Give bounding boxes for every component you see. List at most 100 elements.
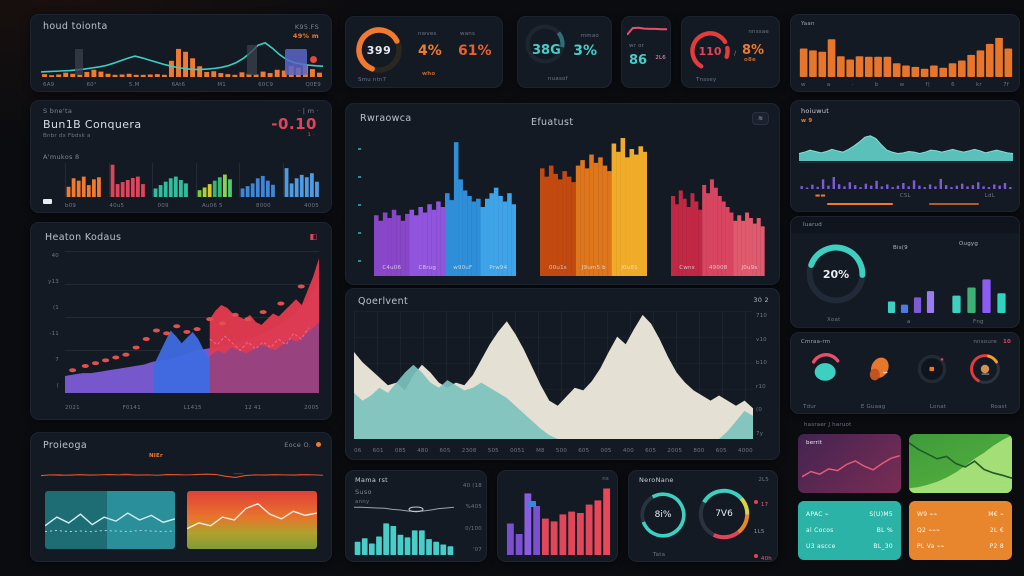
bar — [239, 72, 245, 77]
bar — [63, 72, 69, 77]
skyline-bar — [718, 195, 723, 276]
bar — [848, 182, 852, 189]
red-arc-gauge — [970, 354, 1000, 384]
bar — [799, 48, 808, 77]
bar — [309, 173, 314, 197]
skyline-bar — [722, 201, 727, 276]
tab-item[interactable]: CSL — [899, 193, 911, 199]
bar — [955, 185, 959, 189]
skyline-bar — [598, 157, 603, 276]
ring-gauge-1: 8i% — [637, 489, 689, 541]
dot — [52, 474, 64, 475]
bar — [533, 506, 541, 555]
list-item-label: -11 — [49, 331, 59, 337]
summary-row: APAC ⌁ S(U)M5 — [806, 511, 893, 518]
panel-menu[interactable]: · | m · — [298, 107, 319, 115]
panel-subtitle: Efuatust — [531, 117, 574, 128]
bar — [178, 180, 183, 197]
pink-arc — [810, 353, 842, 385]
bar — [376, 536, 382, 555]
panel-proieoga: Proieoga Eoce O. NIEr — [30, 432, 332, 562]
gauge-label: Smu ntn7 — [358, 77, 387, 83]
skyline-bar — [445, 193, 450, 276]
tab-item[interactable]: LdL — [984, 193, 995, 199]
gauge: 110 — [688, 29, 732, 73]
list-item-label: 49008 — [708, 265, 728, 271]
mini-blocks — [45, 491, 317, 549]
red-arc — [970, 354, 1000, 384]
skyline-bar — [589, 154, 594, 276]
skyline-groups: C4u06 C8rug w90uF Prw94 00u1s J9um5 b J0u81 C… — [374, 138, 765, 276]
skyline-bar — [710, 179, 715, 276]
list-item-label: J9um5 b — [581, 265, 606, 271]
area — [799, 135, 1013, 161]
ring-segment — [698, 488, 750, 540]
bar — [907, 186, 910, 189]
bar — [818, 51, 827, 77]
dot — [173, 324, 181, 329]
panel-title: Proieoga — [43, 440, 88, 451]
card-label: berrit — [806, 440, 823, 446]
dot — [91, 361, 100, 366]
bar — [880, 186, 884, 189]
card-grid: berrit m APAC ⌁ S(U)M5 al Cocos BL % U3 as… — [798, 434, 1012, 560]
bar — [976, 50, 985, 77]
spark-line — [627, 25, 667, 39]
bar — [115, 184, 120, 197]
tab-indicator — [827, 203, 893, 205]
dot — [193, 327, 201, 332]
skyline-bar — [679, 190, 684, 276]
row-label: al Cocos — [806, 526, 834, 534]
bar — [995, 37, 1003, 77]
area — [354, 364, 753, 439]
gauge: 399 — [354, 25, 404, 75]
panel-title: NeroNane — [639, 476, 674, 484]
skyline-chart — [374, 142, 517, 276]
skyline-bar — [378, 220, 384, 276]
list-item-label: 4005 — [304, 203, 319, 209]
list-item-label: C8rug — [418, 265, 437, 271]
panel-eyebrow: S bne'ta — [43, 107, 73, 115]
bar — [987, 187, 991, 189]
skyline-bar — [749, 218, 754, 276]
bar — [77, 74, 83, 77]
panel-title: Cmraa-rm — [801, 339, 831, 345]
panel-conquera: S bne'ta · | m · Bun1B Conquera Bnbr dx … — [30, 100, 332, 213]
list-item-label: 60C9 — [258, 82, 274, 88]
dot — [81, 364, 89, 369]
skyline-bar — [480, 207, 486, 276]
bar — [211, 71, 217, 77]
skyline-bar — [418, 207, 423, 276]
skyline-bar — [453, 142, 459, 276]
skyline-bar — [440, 207, 446, 276]
bar — [944, 185, 948, 189]
panel-menu-icon[interactable]: ◧ — [309, 232, 317, 241]
bar — [404, 537, 411, 555]
bar-group — [65, 163, 102, 197]
gauge-cell-2 — [852, 349, 905, 399]
delta-sub: 1 · — [307, 132, 315, 138]
bar — [250, 183, 255, 197]
bar — [594, 500, 602, 555]
line — [45, 513, 175, 526]
panel-heaton: Heaton Kodaus ◧ 40 y13 (1 -11 7 ( 2021 F0141 L1… — [30, 222, 332, 420]
bar — [289, 183, 294, 197]
bar — [1004, 48, 1013, 77]
stat2-value: 61% — [458, 43, 492, 59]
dot — [163, 331, 171, 336]
skyline-bar — [757, 218, 762, 276]
ring-gauge-2: 7V6 — [695, 485, 753, 543]
summary-rows: APAC ⌁ S(U)M5 al Cocos BL % U3 ascce BL_30 — [806, 507, 893, 554]
list-item-label: E Guaag — [860, 404, 886, 410]
dot — [218, 321, 227, 326]
group-bars — [240, 175, 275, 197]
panel-ascending-bars: ns — [497, 470, 618, 562]
bar — [902, 65, 910, 77]
tab-item[interactable]: ▬▬ — [815, 193, 826, 199]
summary-rows: W9 ⌁⌁ M€ ⌁ Q2 ⌁⌁⌁ 2L € PL Va ⌁⌁ P2 8 — [917, 507, 1004, 554]
skyline-bar — [714, 187, 719, 276]
list-item-label: v10 — [756, 336, 767, 343]
dot — [152, 328, 160, 333]
skyline-bar — [462, 190, 468, 276]
panel-settings-button[interactable]: ≋ — [751, 112, 769, 125]
